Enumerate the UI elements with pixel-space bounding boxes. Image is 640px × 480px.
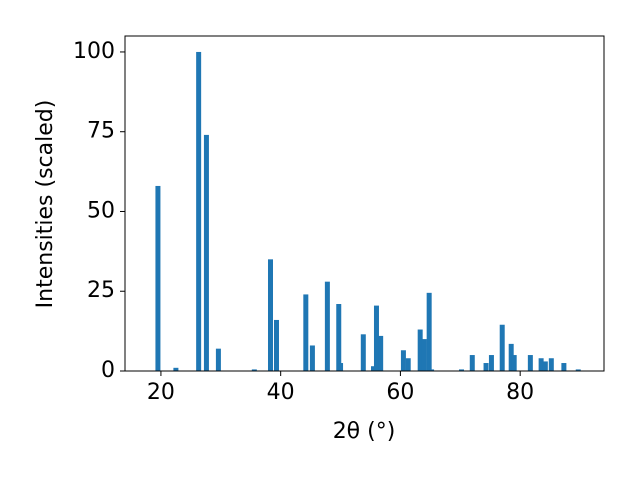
bar bbox=[499, 324, 505, 371]
y-tick-label: 25 bbox=[87, 278, 115, 303]
plot-frame bbox=[124, 35, 605, 372]
bar bbox=[458, 369, 464, 371]
y-tick-label: 0 bbox=[101, 358, 115, 383]
bar bbox=[527, 355, 533, 371]
bar bbox=[370, 366, 376, 371]
bar bbox=[267, 259, 273, 371]
y-tick-label: 100 bbox=[73, 39, 115, 64]
bar bbox=[173, 367, 179, 371]
bar bbox=[400, 350, 406, 371]
bar bbox=[538, 358, 544, 371]
bar bbox=[421, 339, 427, 371]
bar bbox=[542, 361, 548, 371]
bar bbox=[469, 355, 475, 371]
x-tick-label: 40 bbox=[267, 380, 295, 405]
bar bbox=[360, 334, 366, 371]
bar bbox=[508, 343, 514, 371]
bar bbox=[488, 355, 494, 371]
bar bbox=[575, 369, 581, 371]
bar bbox=[155, 185, 161, 371]
bar bbox=[273, 319, 279, 371]
y-tick-label: 75 bbox=[87, 119, 115, 144]
bar bbox=[338, 363, 344, 371]
x-tick-label: 80 bbox=[506, 380, 534, 405]
bar bbox=[483, 363, 489, 371]
bar bbox=[196, 51, 202, 371]
bar bbox=[336, 304, 342, 371]
bar bbox=[373, 305, 379, 371]
x-tick-label: 60 bbox=[386, 380, 414, 405]
y-axis-label: Intensities (scaled) bbox=[33, 100, 58, 309]
bar bbox=[203, 134, 209, 371]
x-tick-label: 20 bbox=[147, 380, 175, 405]
y-tick-label: 50 bbox=[87, 198, 115, 223]
bar bbox=[405, 358, 411, 371]
bar bbox=[251, 369, 257, 371]
bar bbox=[378, 335, 384, 371]
bar bbox=[303, 294, 309, 371]
bar bbox=[429, 369, 435, 371]
bar bbox=[561, 363, 567, 371]
bar bbox=[548, 358, 554, 371]
bar bbox=[417, 329, 423, 371]
bar bbox=[426, 292, 432, 371]
bar bbox=[324, 281, 330, 371]
x-axis-label: 2θ (°) bbox=[333, 419, 396, 444]
bar bbox=[511, 355, 517, 371]
bar bbox=[309, 345, 315, 371]
bar bbox=[215, 348, 221, 371]
